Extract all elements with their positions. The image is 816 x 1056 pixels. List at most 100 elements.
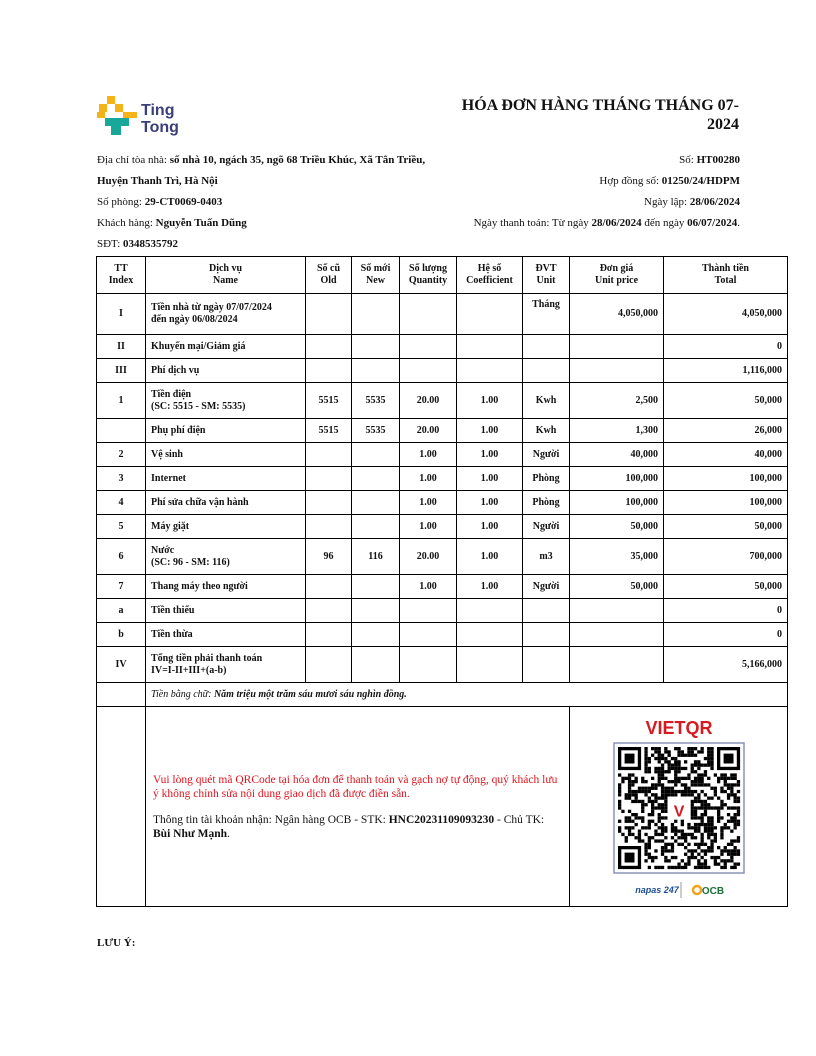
- cell-qty: 1.00: [399, 574, 457, 599]
- cell-old: [305, 293, 352, 335]
- table-row: a Tiền thiếu 0: [96, 598, 788, 623]
- column-header: TT Index: [96, 256, 146, 294]
- cell-new: [351, 622, 400, 647]
- invoice-number: Số: HT00280: [679, 154, 740, 166]
- cell-price: 40,000: [569, 442, 664, 467]
- cell-coef: 1.00: [456, 442, 523, 467]
- cell-qty: 1.00: [399, 490, 457, 515]
- cell-unit: Người: [522, 514, 570, 539]
- cell-new: [351, 358, 400, 383]
- svg-text:V: V: [673, 803, 684, 820]
- room-number: Số phòng: 29-CT0069-0403: [97, 196, 223, 208]
- table-row: IV Tổng tiền phải thanh toán IV=I-II+III+(…: [96, 646, 788, 683]
- cell-idx: 2: [96, 442, 146, 467]
- issue-date: Ngày lập: 28/06/2024: [644, 196, 740, 208]
- cell-total: 700,000: [663, 538, 788, 575]
- table-row: 3 Internet 1.00 1.00 Phòng 100,000 100,000: [96, 466, 788, 491]
- words-empty-cell: [96, 682, 146, 707]
- column-header: Hệ số Coefficient: [456, 256, 523, 294]
- contract-number: Hợp đồng số: 01250/24/HDPM: [599, 175, 740, 187]
- svg-text:VIETQR: VIETQR: [645, 718, 712, 738]
- qr-cell: VIETQR V napas 247 OCB: [569, 706, 788, 907]
- cell-idx: 7: [96, 574, 146, 599]
- cell-coef: [456, 293, 523, 335]
- cell-name: Phí sửa chữa vận hành: [145, 490, 306, 515]
- cell-new: 116: [351, 538, 400, 575]
- table-row: 7 Thang máy theo người 1.00 1.00 Người 50,000…: [96, 574, 788, 599]
- table-row: I Tiền nhà từ ngày 07/07/2024 đến ngày 06/…: [96, 293, 788, 335]
- cell-name: Nước (SC: 96 - SM: 116): [145, 538, 306, 575]
- cell-old: [305, 334, 352, 359]
- cell-coef: [456, 334, 523, 359]
- payment-notice: Vui lòng quét mã QRCode tại hóa đơn để t…: [153, 773, 558, 800]
- cell-name: Tiền thừa: [145, 622, 306, 647]
- cell-old: 96: [305, 538, 352, 575]
- invoice-title: HÓA ĐƠN HÀNG THÁNG THÁNG 07- 2024: [439, 96, 739, 134]
- svg-text:Tong: Tong: [141, 119, 179, 136]
- column-header: Đơn giá Unit price: [569, 256, 664, 294]
- payment-instructions: Vui lòng quét mã QRCode tại hóa đơn để t…: [145, 706, 570, 907]
- cell-name: Phí dịch vụ: [145, 358, 306, 383]
- cell-price: [569, 358, 664, 383]
- cell-price: 35,000: [569, 538, 664, 575]
- cell-name: Khuyến mại/Giảm giá: [145, 334, 306, 359]
- tingtong-logo: Ting Tong: [97, 96, 179, 136]
- qr-empty-cell: [96, 706, 146, 907]
- cell-coef: [456, 646, 523, 683]
- customer-info: Địa chỉ tòa nhà: số nhà 10, ngách 35, ng…: [97, 150, 437, 255]
- cell-coef: 1.00: [456, 466, 523, 491]
- table-row: III Phí dịch vụ 1,116,000: [96, 358, 788, 383]
- invoice-meta: Số: HT00280 Hợp đồng số: 01250/24/HDPM N…: [340, 150, 740, 234]
- cell-name: Tổng tiền phải thanh toán IV=I-II+III+(a-…: [145, 646, 306, 683]
- cell-coef: [456, 358, 523, 383]
- cell-qty: 1.00: [399, 466, 457, 491]
- cell-qty: [399, 622, 457, 647]
- cell-idx: a: [96, 598, 146, 623]
- cell-unit: [522, 646, 570, 683]
- cell-total: 1,116,000: [663, 358, 788, 383]
- cell-price: [569, 622, 664, 647]
- cell-new: [351, 334, 400, 359]
- cell-new: [351, 293, 400, 335]
- cell-total: 50,000: [663, 514, 788, 539]
- cell-old: [305, 490, 352, 515]
- svg-text:Ting: Ting: [141, 102, 174, 119]
- cell-total: 0: [663, 334, 788, 359]
- cell-coef: 1.00: [456, 514, 523, 539]
- cell-idx: II: [96, 334, 146, 359]
- cell-qty: 1.00: [399, 442, 457, 467]
- cell-coef: 1.00: [456, 574, 523, 599]
- cell-old: [305, 514, 352, 539]
- cell-new: 5535: [351, 382, 400, 419]
- cell-unit: Kwh: [522, 418, 570, 443]
- payment-period: Ngày thanh toán: Từ ngày 28/06/2024 đến …: [473, 217, 740, 229]
- cell-price: 50,000: [569, 514, 664, 539]
- column-header: ĐVT Unit: [522, 256, 570, 294]
- cell-price: 100,000: [569, 490, 664, 515]
- cell-qty: 20.00: [399, 538, 457, 575]
- cell-old: 5515: [305, 382, 352, 419]
- column-header: Thành tiền Total: [663, 256, 788, 294]
- cell-name: Phụ phí điện: [145, 418, 306, 443]
- svg-text:OCB: OCB: [701, 886, 723, 897]
- cell-total: 50,000: [663, 382, 788, 419]
- cell-price: [569, 334, 664, 359]
- cell-coef: 1.00: [456, 490, 523, 515]
- customer-name: Khách hàng: Nguyễn Tuấn Dũng: [97, 217, 247, 229]
- table-row: b Tiền thừa 0: [96, 622, 788, 647]
- cell-unit: Người: [522, 574, 570, 599]
- cell-total: 5,166,000: [663, 646, 788, 683]
- cell-price: 50,000: [569, 574, 664, 599]
- cell-unit: [522, 334, 570, 359]
- cell-idx: 3: [96, 466, 146, 491]
- cell-total: 100,000: [663, 466, 788, 491]
- vietqr-code: VIETQR V napas 247 OCB: [612, 718, 745, 898]
- table-row: 6 Nước (SC: 96 - SM: 116) 96 116 20.00 1.00 m3 3…: [96, 538, 788, 575]
- cell-name: Tiền điện (SC: 5515 - SM: 5535): [145, 382, 306, 419]
- cell-unit: [522, 622, 570, 647]
- cell-name: Máy giặt: [145, 514, 306, 539]
- table-row: Phụ phí điện 5515 5535 20.00 1.00 Kwh 1,300 26,…: [96, 418, 788, 443]
- table-row: 1 Tiền điện (SC: 5515 - SM: 5535) 5515 5535 2…: [96, 382, 788, 419]
- cell-old: [305, 622, 352, 647]
- cell-price: 100,000: [569, 466, 664, 491]
